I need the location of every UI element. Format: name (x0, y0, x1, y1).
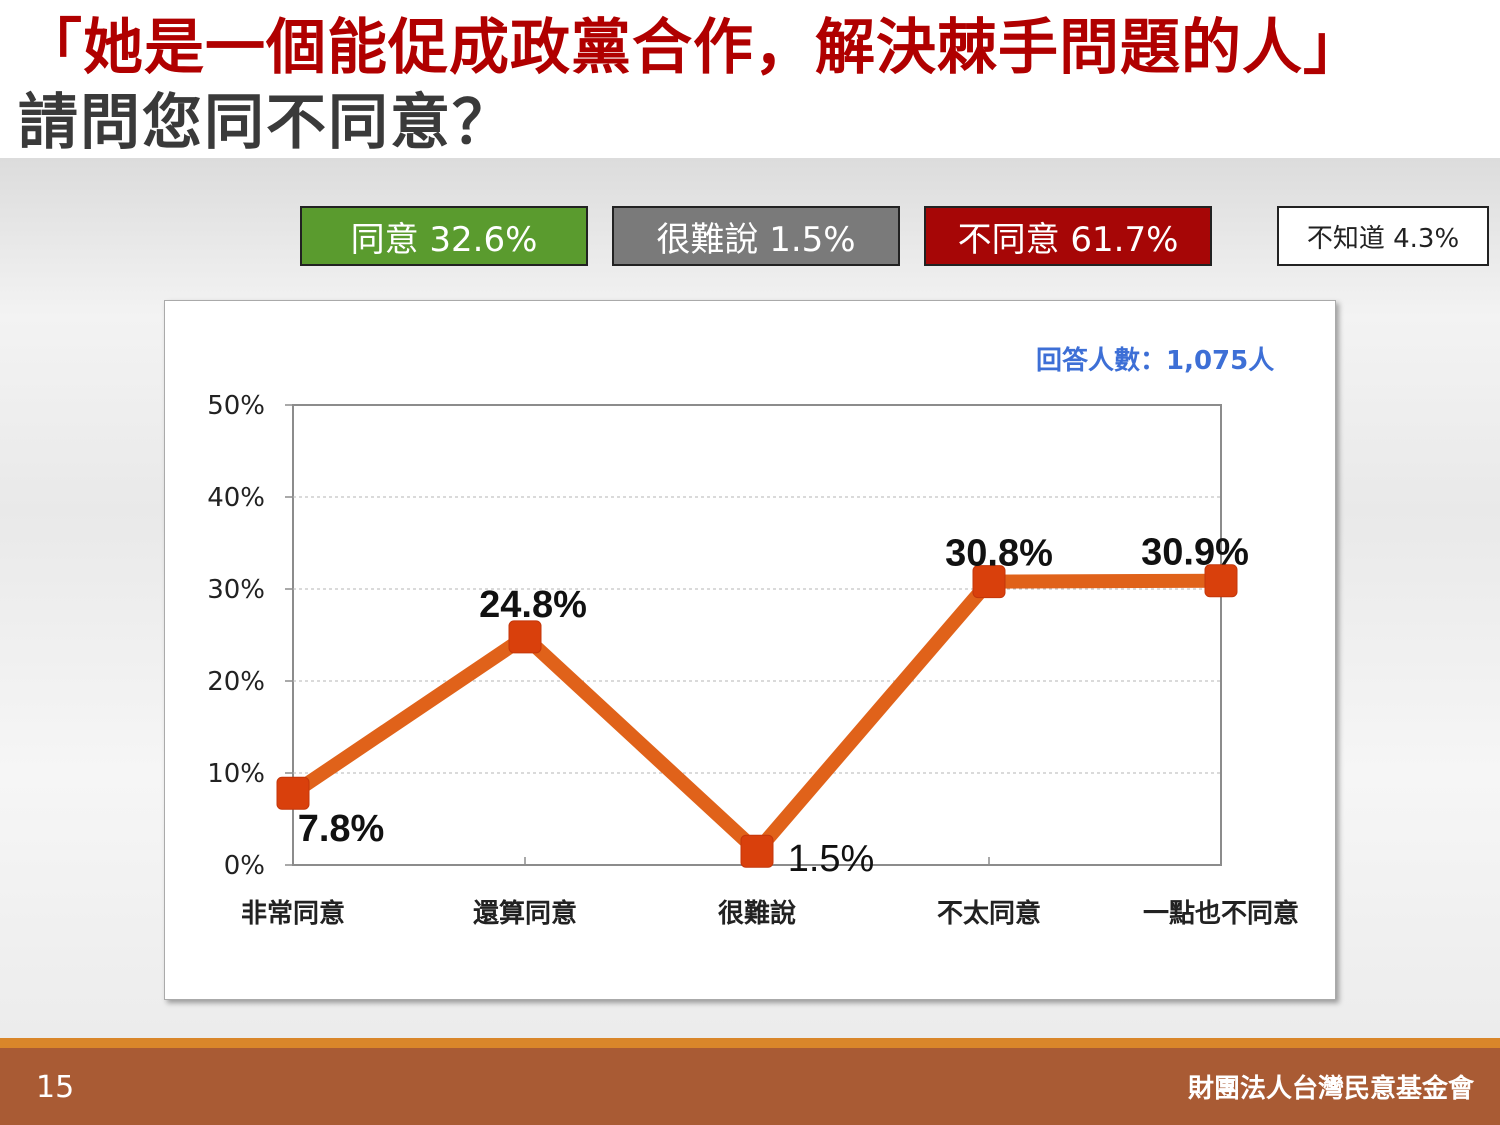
summary-disagree-badge: 不同意 61.7% (924, 206, 1212, 266)
respondents-note: 回答人數：1,075人 (1036, 346, 1275, 376)
data-point (972, 565, 1006, 599)
y-tick-label: 0% (224, 851, 265, 881)
organization-name: 財團法人台灣民意基金會 (1187, 1074, 1474, 1104)
data-label: 7.8% (298, 808, 385, 850)
y-tick-label: 50% (207, 391, 265, 421)
y-tick-label: 40% (207, 483, 265, 513)
slide-title-line1: 「她是一個能促成政黨合作，解決棘手問題的人」 (22, 13, 1364, 83)
plot-area (292, 404, 1222, 866)
data-point (276, 776, 310, 810)
x-category-label: 很難說 (718, 898, 796, 929)
x-category-label: 不太同意 (937, 898, 1041, 929)
data-point (1204, 564, 1238, 598)
data-point (740, 834, 774, 868)
x-category-label: 一點也不同意 (1143, 898, 1299, 929)
footer-accent-line (0, 1038, 1500, 1048)
data-label: 30.9% (1141, 532, 1249, 574)
y-tick-label: 10% (207, 759, 265, 789)
summary-agree-badge: 同意 32.6% (300, 206, 588, 266)
y-tick-label: 30% (207, 575, 265, 605)
x-category-label: 非常同意 (241, 898, 345, 929)
data-label: 1.5% (788, 838, 875, 880)
y-tick-label: 20% (207, 667, 265, 697)
data-label: 24.8% (479, 584, 587, 626)
data-point (508, 620, 542, 654)
slide-title-line2: 請問您同不同意？ (18, 88, 514, 158)
summary-neutral-badge: 很難說 1.5% (612, 206, 900, 266)
footer-bar (0, 1048, 1500, 1125)
page-number: 15 (36, 1070, 75, 1105)
x-category-label: 還算同意 (473, 898, 577, 929)
data-label: 30.8% (945, 533, 1053, 575)
summary-unknown-badge: 不知道 4.3% (1277, 206, 1489, 266)
